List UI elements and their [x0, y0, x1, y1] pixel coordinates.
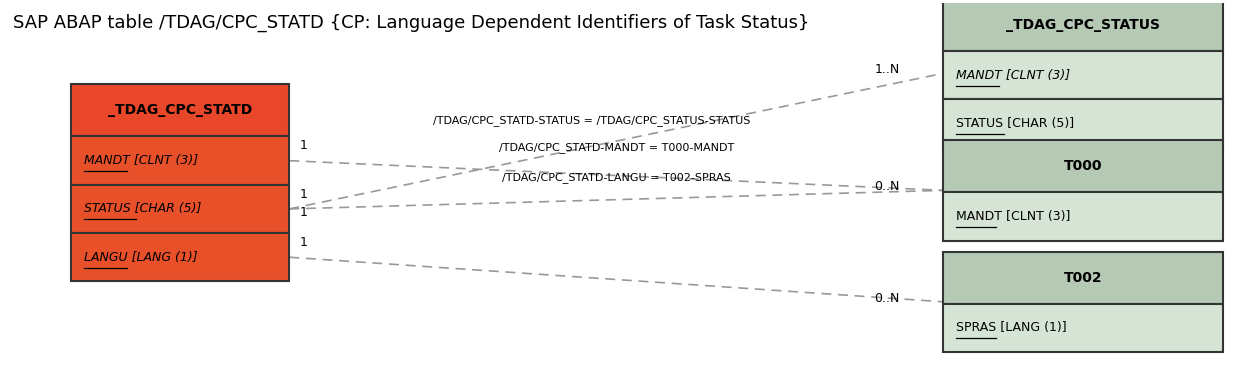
Text: STATUS [CHAR (5)]: STATUS [CHAR (5)]	[84, 202, 201, 215]
Text: 1: 1	[299, 236, 306, 249]
Text: T000: T000	[1063, 159, 1102, 173]
FancyBboxPatch shape	[943, 140, 1223, 192]
Text: 1: 1	[299, 206, 306, 219]
Text: /TDAG/CPC_STATD-MANDT = T000-MANDT: /TDAG/CPC_STATD-MANDT = T000-MANDT	[499, 142, 734, 153]
Text: _TDAG_CPC_STATD: _TDAG_CPC_STATD	[108, 104, 253, 118]
Text: SAP ABAP table /TDAG/CPC_STATD {CP: Language Dependent Identifiers of Task Statu: SAP ABAP table /TDAG/CPC_STATD {CP: Lang…	[13, 14, 809, 32]
FancyBboxPatch shape	[71, 233, 289, 281]
Text: T002: T002	[1063, 271, 1102, 285]
Text: 0..N: 0..N	[874, 291, 899, 305]
FancyBboxPatch shape	[943, 0, 1223, 51]
Text: LANGU [LANG (1)]: LANGU [LANG (1)]	[84, 251, 198, 264]
Text: /TDAG/CPC_STATD-LANGU = T002-SPRAS: /TDAG/CPC_STATD-LANGU = T002-SPRAS	[502, 172, 731, 183]
Text: _TDAG_CPC_STATUS: _TDAG_CPC_STATUS	[1006, 18, 1160, 32]
Text: 1: 1	[299, 188, 306, 201]
Text: STATUS [CHAR (5)]: STATUS [CHAR (5)]	[956, 117, 1073, 130]
Text: MANDT [CLNT (3)]: MANDT [CLNT (3)]	[84, 154, 198, 167]
Text: MANDT [CLNT (3)]: MANDT [CLNT (3)]	[956, 210, 1070, 223]
FancyBboxPatch shape	[943, 192, 1223, 241]
Text: 1: 1	[299, 139, 306, 152]
Text: SPRAS [LANG (1)]: SPRAS [LANG (1)]	[956, 321, 1066, 334]
Text: MANDT [CLNT (3)]: MANDT [CLNT (3)]	[956, 69, 1070, 82]
FancyBboxPatch shape	[943, 251, 1223, 303]
Text: 0..N: 0..N	[874, 180, 899, 193]
Text: 1..N: 1..N	[874, 63, 899, 76]
FancyBboxPatch shape	[71, 84, 289, 136]
FancyBboxPatch shape	[71, 136, 289, 185]
FancyBboxPatch shape	[943, 303, 1223, 352]
FancyBboxPatch shape	[71, 185, 289, 233]
Text: /TDAG/CPC_STATD-STATUS = /TDAG/CPC_STATUS-STATUS: /TDAG/CPC_STATD-STATUS = /TDAG/CPC_STATU…	[433, 115, 749, 126]
FancyBboxPatch shape	[943, 51, 1223, 100]
FancyBboxPatch shape	[943, 100, 1223, 148]
